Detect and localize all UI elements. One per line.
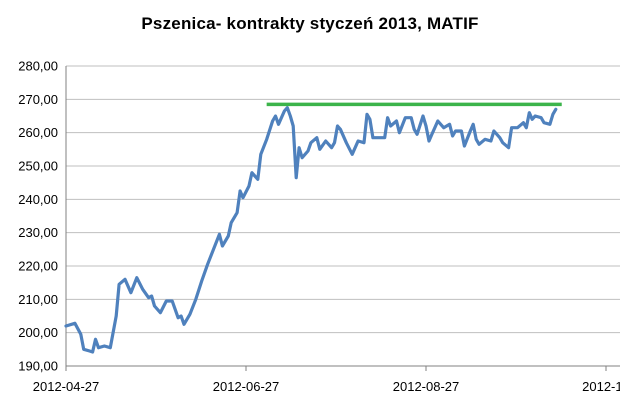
- y-tick-label: 200,00: [18, 325, 58, 340]
- y-tick-label: 220,00: [18, 259, 58, 274]
- y-tick-label: 250,00: [18, 159, 58, 174]
- x-tick-label: 2012-08-27: [393, 379, 460, 394]
- y-tick-label: 230,00: [18, 225, 58, 240]
- x-tick-label: 2012-10: [582, 379, 620, 394]
- y-tick-label: 260,00: [18, 125, 58, 140]
- x-tick-label: 2012-04-27: [33, 379, 100, 394]
- y-tick-label: 190,00: [18, 359, 58, 374]
- x-tick-label: 2012-06-27: [213, 379, 280, 394]
- y-tick-label: 240,00: [18, 192, 58, 207]
- y-tick-label: 210,00: [18, 292, 58, 307]
- series-line: [64, 106, 558, 354]
- y-tick-label: 270,00: [18, 92, 58, 107]
- y-tick-label: 280,00: [18, 59, 58, 74]
- chart-title: Pszenica- kontrakty styczeń 2013, MATIF: [141, 14, 479, 33]
